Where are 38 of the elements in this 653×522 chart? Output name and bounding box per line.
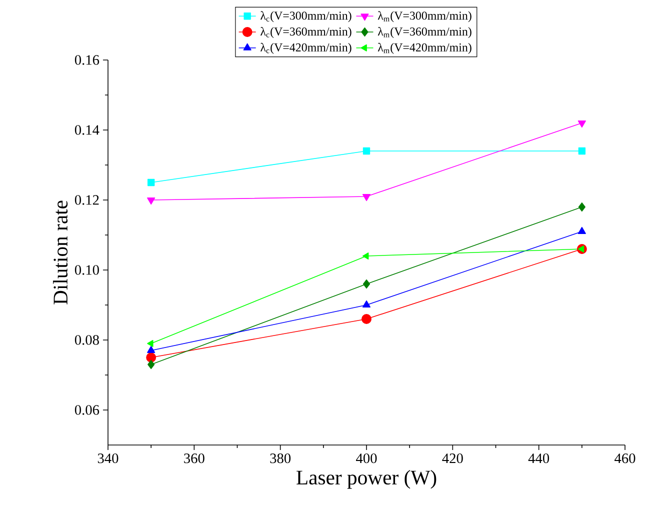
y-tick-label: 0.12	[74, 195, 99, 205]
x-tick-label: 420	[442, 453, 463, 464]
y-tick-label: 0.06	[74, 405, 100, 415]
legend-label: λ$_{c}$(V=300mm/min)	[260, 11, 352, 22]
y-tick-label: 0.10	[74, 265, 99, 275]
point	[147, 340, 154, 348]
point	[578, 120, 586, 128]
x-tick-label: 340	[98, 453, 118, 464]
x-tick-label: 440	[528, 453, 550, 464]
legend-label: λ$_{m}$(V=420mm/min)	[378, 42, 472, 54]
point	[148, 360, 155, 370]
y-tick-label: 0.08	[74, 335, 99, 345]
point	[362, 194, 371, 202]
x-tick-label: 360	[184, 453, 204, 464]
point	[147, 346, 156, 353]
y-tick-label: 0.14	[74, 125, 100, 135]
point	[362, 279, 370, 289]
x-axis-title: Laser power (W)	[296, 470, 436, 489]
y-axis-title: Dilution rate	[53, 200, 68, 304]
x-tick-label: 380	[270, 453, 291, 464]
point	[362, 147, 370, 155]
y-tick-label: 0.16	[74, 55, 100, 65]
legend-label: λ$_{c}$(V=360mm/min)	[260, 27, 352, 38]
point	[578, 147, 586, 155]
point	[362, 314, 372, 324]
point	[578, 226, 586, 234]
x-tick-label: 460	[614, 453, 636, 464]
point	[147, 178, 155, 186]
legend-label: λ$_{m}$(V=360mm/min)	[378, 27, 472, 38]
x-tick-label: 400	[356, 453, 377, 464]
legend-label: λ$_{m}$(V=300mm/min)	[378, 11, 472, 22]
point	[362, 252, 369, 260]
point	[362, 300, 371, 308]
point	[147, 198, 156, 205]
point	[146, 352, 156, 362]
legend-label: λ$_{c}$(V=420mm/min)	[260, 42, 352, 54]
point	[578, 245, 584, 253]
point	[578, 202, 586, 212]
